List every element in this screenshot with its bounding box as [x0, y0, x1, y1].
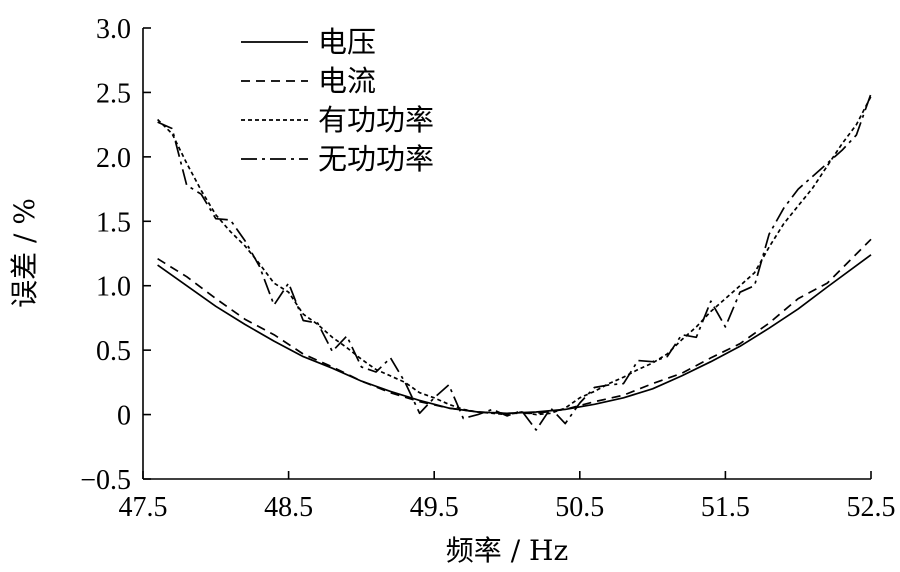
y-tick-label: −0.5 [80, 465, 131, 496]
x-axis-title: 频率 / Hz [446, 534, 568, 567]
y-tick-label: 1.5 [96, 207, 131, 238]
y-axis-title: 误差 / % [8, 198, 41, 308]
y-tick-label: 2.0 [96, 143, 131, 174]
y-ticks: −0.5 0 0.5 1.0 1.5 2.0 2.5 3.0 [80, 14, 151, 496]
x-tick-label: 52.5 [847, 492, 896, 523]
y-tick-label: 3.0 [96, 14, 131, 45]
y-tick-label: 0.5 [96, 336, 131, 367]
x-tick-label: 48.5 [264, 492, 313, 523]
x-tick-label: 50.5 [555, 492, 604, 523]
series-line-1 [157, 254, 872, 415]
series-line-2 [157, 238, 872, 415]
legend-label-2: 电流 [318, 64, 376, 98]
y-tick-label: 0 [117, 401, 131, 432]
legend-label-1: 电压 [318, 25, 376, 59]
x-tick-label: 49.5 [410, 492, 459, 523]
x-ticks: 47.5 48.5 49.5 50.5 51.5 52.5 [119, 471, 896, 523]
x-tick-label: 47.5 [119, 492, 168, 523]
y-tick-label: 1.0 [96, 272, 131, 303]
series-line-3 [157, 95, 872, 416]
legend-label-3: 有功功率 [318, 103, 434, 137]
plot-lines [157, 93, 872, 431]
legend-label-4: 无功功率 [318, 142, 434, 176]
series-line-4 [157, 93, 872, 431]
x-tick-label: 51.5 [701, 492, 750, 523]
y-tick-label: 2.5 [96, 78, 131, 109]
axes [142, 28, 871, 480]
